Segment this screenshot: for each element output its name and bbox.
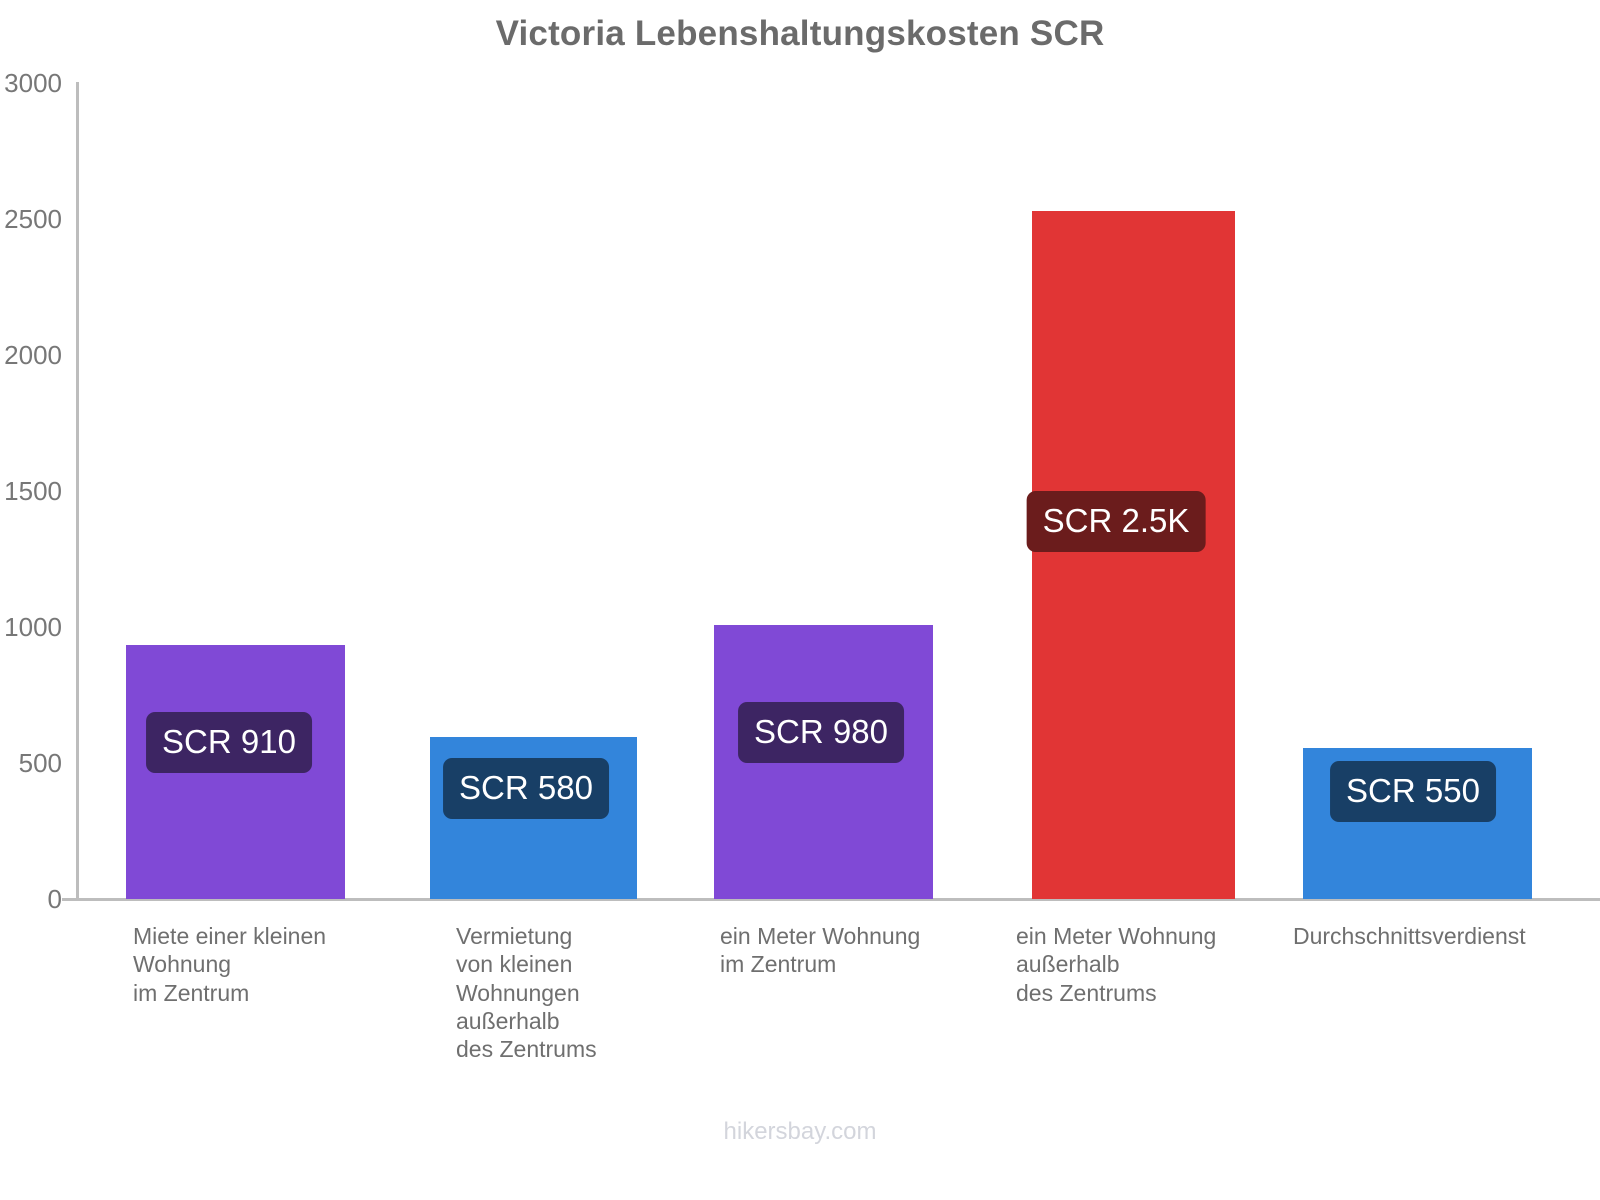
y-axis-line — [76, 82, 79, 900]
bar-value-label-2: SCR 580 — [443, 758, 609, 819]
category-label-4: ein Meter Wohnung außerhalb des Zentrums — [1016, 923, 1217, 1006]
y-tick-500: 500 — [18, 748, 62, 778]
bar-meter-wohnung-ausserhalb[interactable] — [1032, 211, 1235, 899]
bar-value-label-4: SCR 2.5K — [1026, 491, 1206, 552]
y-tick-2500: 2500 — [4, 204, 62, 234]
bar-value-label-5: SCR 550 — [1330, 761, 1496, 822]
y-tick-1000: 1000 — [4, 612, 62, 642]
y-tick-1500: 1500 — [4, 476, 62, 506]
category-label-2: Vermietung von kleinen Wohnungen außerha… — [456, 923, 597, 1063]
y-tick-3000: 3000 — [4, 68, 62, 98]
category-label-1: Miete einer kleinen Wohnung im Zentrum — [133, 923, 327, 1006]
y-tick-2000: 2000 — [4, 340, 62, 370]
site-credit: hikersbay.com — [723, 1118, 877, 1145]
category-label-5: Durchschnittsverdienst — [1293, 923, 1526, 949]
bar-value-label-3: SCR 980 — [738, 702, 904, 763]
x-axis-line — [62, 898, 1600, 901]
bar-value-label-1: SCR 910 — [146, 712, 312, 773]
category-label-3: ein Meter Wohnung im Zentrum — [720, 923, 921, 978]
y-tick-0: 0 — [47, 884, 62, 914]
page-title: Victoria Lebenshaltungskosten SCR — [495, 14, 1105, 53]
